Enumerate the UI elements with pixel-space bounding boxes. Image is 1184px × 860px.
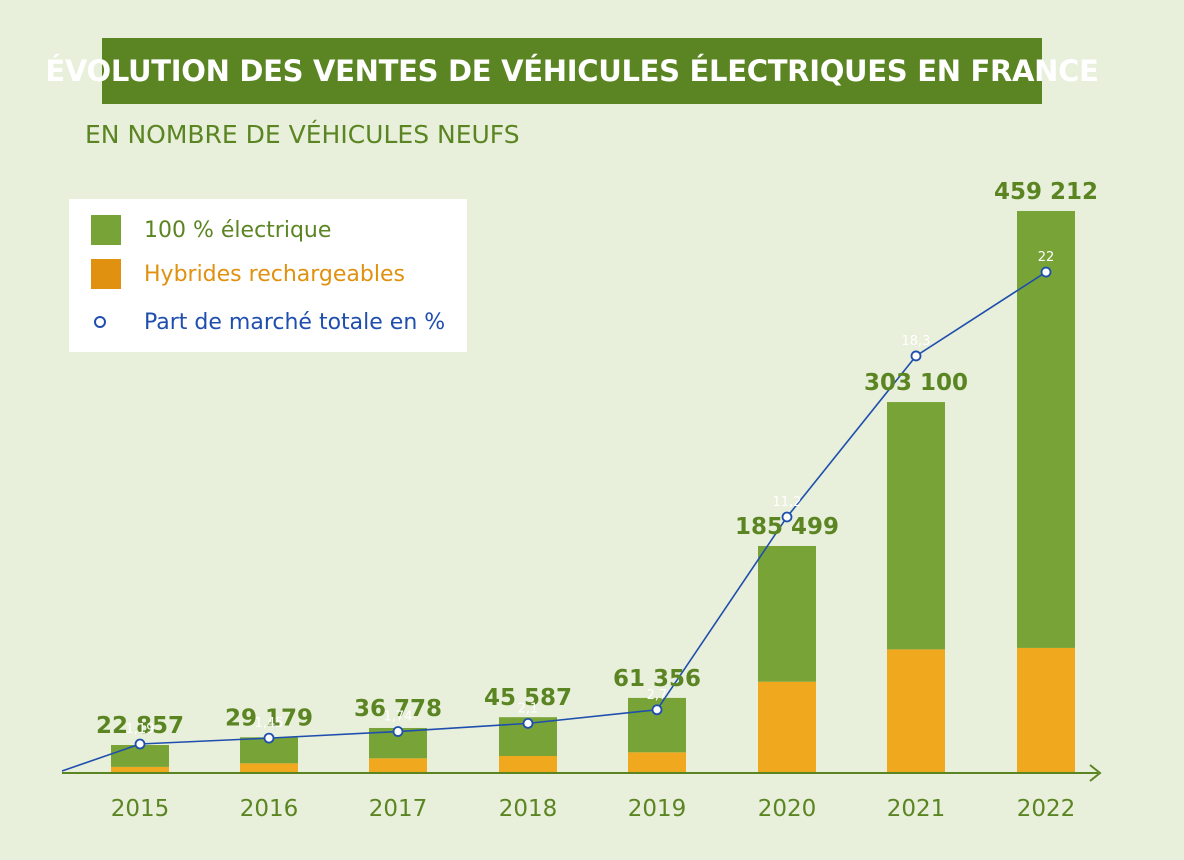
- bar-total-label: 45 587: [484, 685, 572, 711]
- market-share-point: [781, 511, 793, 523]
- bar-hybrid: [887, 649, 945, 773]
- market-share-label: 22: [1038, 250, 1055, 265]
- bar-total-label: 459 212: [994, 179, 1098, 205]
- x-tick-label: 2017: [369, 796, 428, 822]
- market-share-label: 2,1: [518, 701, 539, 716]
- market-share-point: [134, 738, 146, 750]
- bar-total-label: 303 100: [864, 370, 968, 396]
- bar-total-label: 22 857: [96, 713, 184, 739]
- legend-label-hybrid: Hybrides rechargeables: [144, 261, 405, 287]
- bar-hybrid: [499, 755, 557, 773]
- bar-total-label: 29 179: [225, 705, 313, 731]
- bar-electric: [111, 745, 169, 767]
- x-tick-label: 2018: [499, 796, 558, 822]
- bar-total-label: 185 499: [735, 514, 839, 540]
- chart-subtitle: EN NOMBRE DE VÉHICULES NEUFS: [85, 120, 520, 149]
- bar-electric: [887, 402, 945, 650]
- bar-hybrid: [628, 752, 686, 773]
- bar-hybrid: [240, 763, 298, 773]
- market-share-label: 1,45: [255, 716, 284, 731]
- market-share-point: [392, 726, 404, 737]
- market-share-label: 1,74: [384, 710, 413, 725]
- legend-swatch-electric: [91, 215, 121, 245]
- legend-label-electric: 100 % électrique: [144, 217, 332, 243]
- x-tick-label: 2015: [111, 796, 170, 822]
- legend-label-share: Part de marché totale en %: [144, 309, 446, 335]
- bar-hybrid: [111, 766, 169, 773]
- market-share-label: 1,19: [126, 722, 155, 737]
- market-share-label: 18,3: [902, 334, 931, 349]
- market-share-point: [651, 704, 663, 716]
- bar-total-label: 36 778: [354, 696, 442, 722]
- market-share-point: [910, 350, 922, 362]
- market-share-point: [522, 717, 534, 729]
- legend-marker-share: [94, 316, 106, 328]
- bar-hybrid: [369, 758, 427, 773]
- bar-total-label: 61 356: [613, 666, 701, 692]
- x-tick-label: 2020: [758, 796, 817, 822]
- bar-electric: [758, 545, 816, 682]
- bar-hybrid: [758, 681, 816, 773]
- market-share-label: 11,2: [773, 495, 802, 510]
- x-tick-label: 2022: [1017, 796, 1076, 822]
- x-tick-label: 2019: [628, 796, 687, 822]
- market-share-point: [1040, 266, 1052, 278]
- x-tick-label: 2016: [240, 796, 299, 822]
- market-share-label: 2,7: [647, 688, 668, 703]
- chart-title: ÉVOLUTION DES VENTES DE VÉHICULES ÉLECTR…: [45, 54, 1099, 88]
- legend-swatch-hybrid: [91, 259, 121, 289]
- title-banner: ÉVOLUTION DES VENTES DE VÉHICULES ÉLECTR…: [45, 38, 1099, 104]
- x-axis: 2015 2016 2017 2018 2019 2020 2021 2022: [62, 764, 1102, 822]
- labels-layer: 22 857 29 179 36 778 45 587 61 356 185 499 303…: [96, 179, 1098, 739]
- legend: 100 % électrique Hybrides rechargeables …: [69, 199, 467, 352]
- x-tick-label: 2021: [887, 796, 946, 822]
- market-share-point: [263, 732, 275, 744]
- market-share-line-layer: [61, 266, 1052, 772]
- bar-hybrid: [1017, 647, 1075, 773]
- x-axis-arrow: [1089, 764, 1102, 782]
